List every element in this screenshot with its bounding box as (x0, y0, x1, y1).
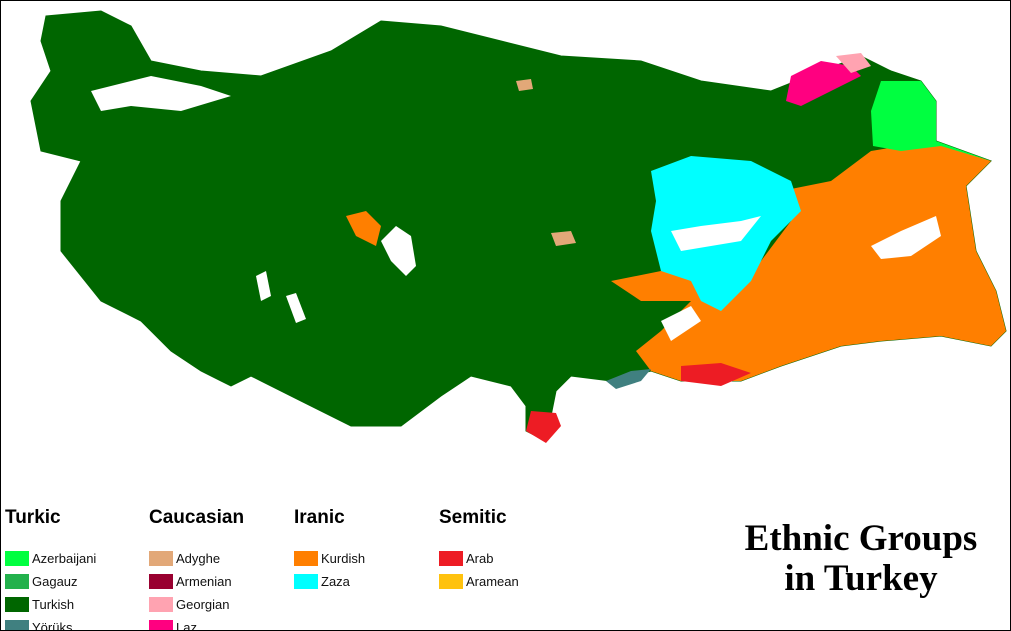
legend-swatch (149, 620, 173, 630)
legend-item: Georgian (149, 593, 244, 616)
legend-label: Armenian (176, 574, 232, 589)
title-line-1: Ethnic Groups (744, 518, 978, 559)
kurdish-patch (346, 211, 381, 246)
legend-label: Zaza (321, 574, 350, 589)
legend-group-turkic: Turkic Azerbaijani Gagauz Turkish Yörüks (5, 507, 96, 631)
legend-swatch (5, 551, 29, 566)
legend-group-iranic: Iranic Kurdish Zaza (294, 507, 365, 593)
legend-item: Adyghe (149, 547, 244, 570)
legend-heading: Iranic (294, 507, 345, 528)
legend-item: Gagauz (5, 570, 96, 593)
legend-swatch (294, 574, 318, 589)
region-arab (681, 363, 751, 386)
legend-swatch (294, 551, 318, 566)
region-georgian (836, 53, 871, 73)
region-arab-hatay (526, 411, 561, 443)
region-laz (786, 61, 861, 106)
legend-heading: Caucasian (149, 507, 245, 528)
lake-beysehir (256, 271, 271, 301)
legend-heading: Turkic (5, 507, 61, 528)
legend-label: Aramean (466, 574, 519, 589)
title-line-2: in Turkey (784, 558, 938, 599)
legend-item: Armenian (149, 570, 244, 593)
region-kurdish (611, 141, 1006, 381)
legend-label: Gagauz (32, 574, 78, 589)
lake-keban (671, 216, 761, 251)
adyghe-patch (516, 79, 533, 91)
legend-swatch (149, 551, 173, 566)
legend-item: Turkish (5, 593, 96, 616)
legend-label: Kurdish (321, 551, 366, 566)
legend-swatch (149, 597, 173, 612)
lake-tuz (381, 226, 416, 276)
legend-label: Adyghe (176, 551, 221, 566)
legend-item: Aramean (439, 570, 519, 593)
legend-label: Georgian (176, 597, 230, 612)
legend-group-semitic: Semitic Arab Aramean (439, 507, 519, 593)
map-title: Ethnic Groups in Turkey (721, 519, 1001, 599)
turkey-map (30, 10, 1007, 443)
adyghe-patch (551, 231, 576, 246)
lake-ataturk (661, 306, 701, 341)
legend-label: Turkish (32, 597, 75, 612)
region-yoruks (606, 369, 651, 389)
legend-item: Azerbaijani (5, 547, 96, 570)
legend-swatch (5, 620, 29, 630)
legend-item: Yörüks (5, 616, 96, 631)
legend-label: Laz (176, 620, 197, 631)
legend-item: Zaza (294, 570, 365, 593)
lake-egirdir (286, 293, 306, 323)
legend-heading: Semitic (439, 507, 507, 528)
legend-label: Yörüks (32, 620, 73, 631)
legend-swatch (439, 574, 463, 589)
lake-marmara (91, 76, 231, 111)
legend-swatch (5, 574, 29, 589)
region-azerbaijani (871, 81, 991, 161)
legend-item: Laz (149, 616, 244, 631)
legend-item: Kurdish (294, 547, 365, 570)
legend-swatch (5, 597, 29, 612)
legend-label: Azerbaijani (32, 551, 97, 566)
lake-van (871, 216, 941, 259)
legend-swatch (149, 574, 173, 589)
legend-item: Arab (439, 547, 519, 570)
legend-swatch (439, 551, 463, 566)
legend-group-caucasian: Caucasian Adyghe Armenian Georgian Laz (149, 507, 245, 631)
legend-label: Arab (466, 551, 494, 566)
